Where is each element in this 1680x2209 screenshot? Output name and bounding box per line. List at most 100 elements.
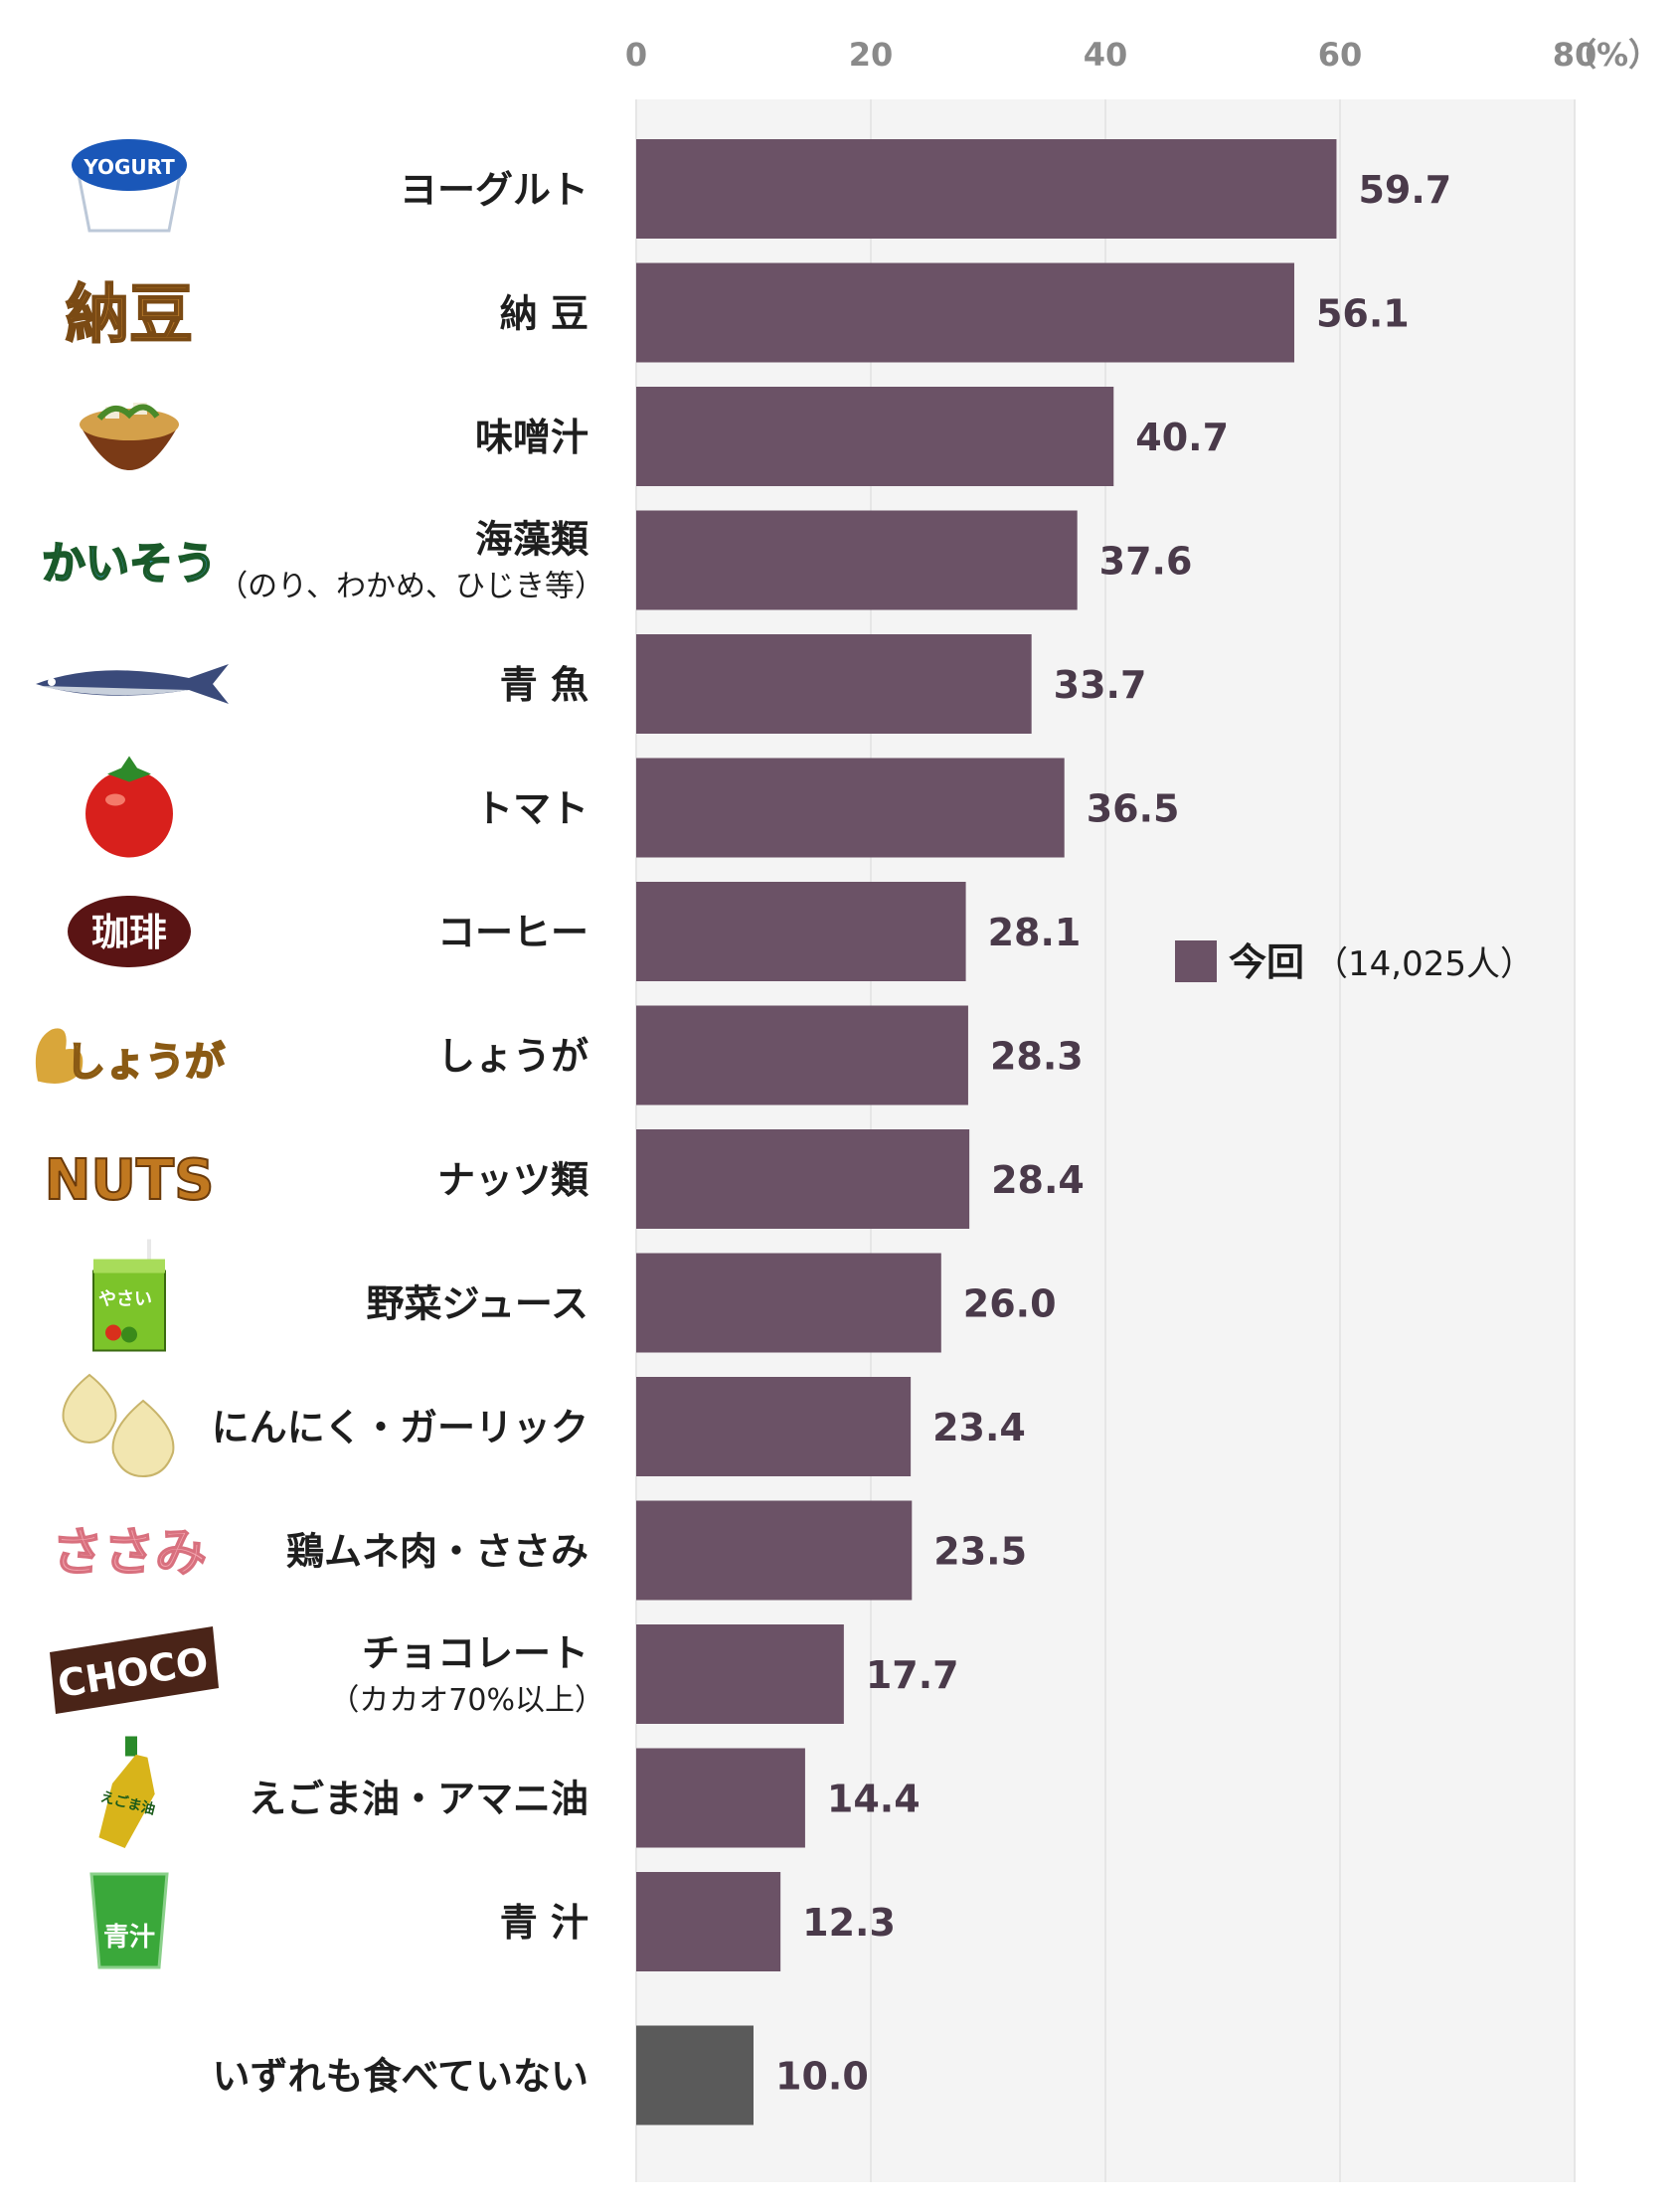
bar-value-label: 26.0 <box>963 1282 1057 1326</box>
sasami-icon: ささみ <box>51 1523 208 1585</box>
svg-text:珈琲: 珈琲 <box>91 911 167 954</box>
category-sublabel: （カカオ70%以上） <box>329 1683 604 1718</box>
bar-row: 28.4 ナッツ類 <box>437 1129 1085 1229</box>
legend: 今回 （14,025人） <box>1175 940 1534 984</box>
category-label: ナッツ類 <box>437 1158 589 1202</box>
bar <box>636 2025 754 2125</box>
bar <box>636 387 1114 486</box>
bar <box>636 1129 970 1229</box>
bar-value-label: 28.3 <box>990 1035 1084 1079</box>
bar <box>636 1253 941 1353</box>
legend-label: 今回 <box>1229 940 1304 984</box>
bar-value-label: 10.0 <box>775 2055 869 2099</box>
bar-row: 36.5 トマト <box>475 758 1180 858</box>
aojiru-icon: 青汁 <box>89 1872 169 1969</box>
x-tick-label: 0 <box>625 36 647 74</box>
bar <box>636 634 1032 734</box>
bar-value-label: 33.7 <box>1054 663 1147 707</box>
bar <box>636 1005 968 1105</box>
bar-value-label: 12.3 <box>802 1901 896 1945</box>
tomato-icon <box>85 756 173 858</box>
svg-text:NUTS: NUTS <box>45 1148 215 1213</box>
bar-row: 56.1 納 豆 <box>500 262 1410 363</box>
legend-swatch <box>1175 940 1217 982</box>
svg-text:しょうが: しょうが <box>66 1040 225 1086</box>
bar-row: 28.1 コーヒー <box>437 882 1081 981</box>
miso-soup-icon <box>80 403 179 470</box>
bar-value-label: 56.1 <box>1316 292 1410 336</box>
bar-row: 12.3 青 汁 <box>500 1872 896 1971</box>
svg-text:かいそう: かいそう <box>42 539 217 590</box>
chocolate-icon: CHOCO <box>50 1626 219 1714</box>
category-label: ヨーグルト <box>400 168 588 212</box>
ginger-icon: しょうが <box>35 1028 226 1087</box>
bar <box>636 882 966 981</box>
yogurt-icon: YOGURT <box>72 139 187 233</box>
category-label: いずれも食べていない <box>213 2055 588 2099</box>
svg-text:YOGURT: YOGURT <box>83 155 175 179</box>
bar-value-label: 40.7 <box>1135 416 1229 459</box>
category-label: 納 豆 <box>500 292 588 336</box>
bar-row: 28.3 しょうが <box>437 1005 1084 1105</box>
bar-row: 37.6 海藻類 （のり、わかめ、ひじき等） <box>218 510 1193 610</box>
category-label: しょうが <box>437 1035 588 1079</box>
fish-icon <box>36 664 229 704</box>
bar-row: 33.7 青 魚 <box>500 634 1147 734</box>
bar <box>636 1500 913 1601</box>
bar-value-label: 36.5 <box>1087 787 1180 831</box>
bar <box>636 1748 805 1848</box>
category-label: コーヒー <box>437 911 588 954</box>
category-sublabel: （のり、わかめ、ひじき等） <box>218 570 604 604</box>
bar-value-label: 23.5 <box>933 1530 1027 1574</box>
bar-row: 26.0 野菜ジュース <box>367 1253 1057 1353</box>
svg-text:やさい: やさい <box>98 1289 152 1310</box>
legend-sample: （14,025人） <box>1314 944 1534 984</box>
bar-value-label: 59.7 <box>1358 168 1451 212</box>
bar-row: 23.5 鶏ムネ肉・ささみ <box>286 1500 1027 1601</box>
bar <box>636 758 1065 858</box>
svg-text:納豆: 納豆 <box>66 278 193 353</box>
category-label: 野菜ジュース <box>367 1282 588 1326</box>
bar-value-label: 28.4 <box>991 1158 1085 1202</box>
bar-value-label: 17.7 <box>866 1653 959 1697</box>
bar-value-label: 14.4 <box>827 1778 921 1821</box>
seaweed-icon: かいそう <box>41 538 218 591</box>
x-tick-label: 20 <box>849 36 894 74</box>
category-label: トマト <box>475 787 588 831</box>
x-tick-label: 60 <box>1318 36 1363 74</box>
x-tick-label: 80 <box>1553 36 1597 74</box>
category-label: 味噌汁 <box>475 416 588 459</box>
nuts-icon: NUTS <box>44 1147 216 1214</box>
category-label: にんにく・ガーリック <box>212 1406 588 1449</box>
x-axis-ticks: 0 20 40 60 80（%） <box>625 36 1660 74</box>
category-label: チョコレート <box>362 1631 588 1675</box>
category-label: 海藻類 <box>475 518 589 562</box>
bar <box>636 1872 781 1971</box>
oil-bottle-icon: えごま油 <box>98 1736 157 1848</box>
bar <box>636 139 1337 239</box>
bar <box>636 1377 912 1476</box>
category-label: えごま油・アマニ油 <box>249 1778 588 1821</box>
category-label: 青 汁 <box>500 1901 588 1945</box>
bar <box>636 1624 844 1724</box>
bar-row: 40.7 味噌汁 <box>475 387 1229 486</box>
category-label: 青 魚 <box>500 663 588 707</box>
category-label: 鶏ムネ肉・ささみ <box>286 1530 588 1574</box>
bar-row: 23.4 にんにく・ガーリック <box>212 1377 1026 1476</box>
bar-value-label: 23.4 <box>932 1406 1026 1449</box>
bar-row: 17.7 チョコレート （カカオ70%以上） <box>329 1624 959 1724</box>
coffee-icon: 珈琲 <box>68 896 191 967</box>
svg-text:ささみ: ささみ <box>52 1524 207 1584</box>
svg-text:青汁: 青汁 <box>103 1923 155 1953</box>
bar-row: 14.4 えごま油・アマニ油 <box>249 1748 921 1848</box>
x-tick-label: 40 <box>1084 36 1128 74</box>
bar-value-label: 37.6 <box>1099 540 1193 584</box>
bars: 59.7 ヨーグルト 56.1 納 豆 40.7 味噌汁 37.6 海藻類 （のり、わかめ、ひじ… <box>212 139 1451 2125</box>
garlic-icon <box>62 1373 175 1478</box>
bar-value-label: 28.1 <box>988 911 1082 954</box>
natto-icon: 納豆 <box>65 277 194 354</box>
bar-row: 10.0 いずれも食べていない <box>213 2025 869 2125</box>
vegetable-juice-icon: やさい <box>92 1239 166 1352</box>
